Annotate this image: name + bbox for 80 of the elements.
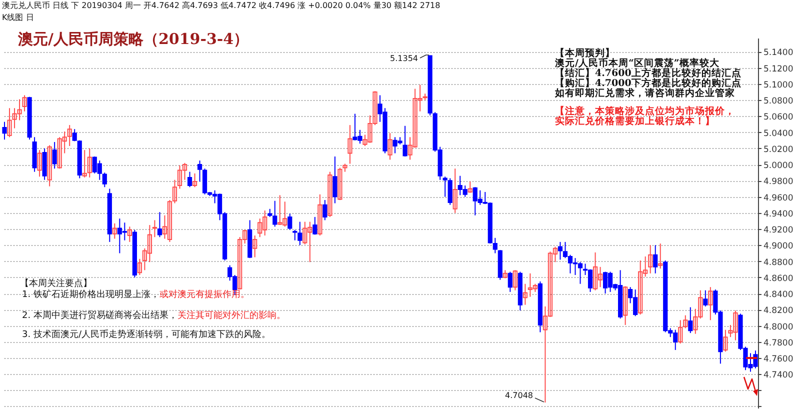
candlestick: [708, 286, 713, 321]
candlestick: [388, 132, 392, 160]
candlestick: [653, 244, 658, 274]
annotation: 3. 技术面澳元/人民币走势逐渐转弱，可能有加速下跌的风险。: [22, 330, 270, 340]
y-tick-label: 4.9000: [764, 242, 794, 252]
candlestick: [338, 167, 342, 201]
candlestick: [127, 226, 132, 242]
y-tick-label: 4.7800: [764, 338, 794, 348]
candlestick: [112, 222, 117, 240]
y-tick-label: 4.8800: [764, 258, 794, 268]
y-tick-label: 5.0200: [764, 144, 794, 155]
candlestick: [52, 141, 57, 170]
annotation: 【结汇】4.7600上方都是比较好的结汇点: [555, 68, 742, 79]
candlestick: [452, 168, 458, 214]
candlestick: [723, 329, 728, 352]
y-tick-label: 4.9400: [764, 209, 794, 220]
candlestick: [2, 121, 7, 140]
text: K线图 日: [2, 13, 34, 22]
y-tick-label: 5.0000: [764, 161, 794, 172]
y-tick-label: 5.1000: [764, 80, 794, 90]
y-tick-label: 4.8400: [764, 290, 794, 300]
candlestick: [508, 271, 512, 292]
y-tick-label: 5.0600: [764, 112, 794, 123]
candlestick: [678, 320, 683, 344]
candlestick: [192, 172, 198, 188]
candlestick: [82, 150, 87, 178]
candlestick: [402, 125, 408, 157]
candlestick: [37, 150, 42, 178]
candlestick: [318, 194, 322, 236]
candlestick: [42, 148, 47, 180]
annotation: 实际汇兑价格需要加上银行成本！】: [555, 116, 715, 127]
candlestick: [703, 290, 708, 307]
candlestick: [322, 200, 328, 221]
candlestick: [468, 180, 472, 194]
y-tick-label: 4.7600: [764, 354, 794, 365]
candlestick: [288, 213, 292, 230]
candlestick: [87, 148, 92, 178]
candlestick: [688, 306, 693, 334]
annotation: 澳元/人民币本周“区间震荡”概率较大: [555, 58, 720, 69]
text: 澳元兑人民币 日线 下 20190304 周一 开4.7642 高4.7693 低4.7472 收4.7496 涨 +0.0020 0.04% 量30 额142 2718: [2, 1, 440, 10]
y-tick-label: 4.9800: [764, 177, 794, 188]
chart-title: 澳元/人民币周策略（2019-3-4）: [18, 30, 249, 48]
candlestick: [648, 244, 653, 274]
annotation: 【注意，本策略涉及点位均为市场报价，: [555, 106, 735, 117]
annotation: 关注其可能对外汇的影响。: [177, 311, 286, 321]
candlestick: [22, 94, 27, 112]
annotation: 5.1354: [390, 54, 418, 63]
annotation: 【购汇】4.7000下方都是比较好的购汇点: [555, 78, 742, 89]
candlestick: [137, 258, 142, 276]
y-tick-label: 5.1200: [764, 64, 794, 74]
y-tick-label: 4.8200: [764, 306, 794, 316]
candlestick: [187, 171, 192, 188]
annotation: 或对澳元有提振作用。: [159, 290, 250, 300]
y-tick-label: 5.0400: [764, 128, 794, 139]
candlestick: [47, 144, 52, 187]
annotation: 4.7048: [505, 391, 533, 400]
candlestick: [328, 171, 332, 218]
y-tick-label: 4.7400: [764, 370, 794, 381]
y-tick-label: 4.8000: [764, 322, 794, 332]
y-tick-label: 4.9200: [764, 226, 794, 236]
candlestick: [332, 156, 338, 204]
y-tick-label: 4.8600: [764, 274, 794, 284]
y-tick-label: 5.1400: [764, 48, 794, 58]
candlestick: [522, 283, 528, 306]
candlestick: [683, 314, 688, 329]
candlestick: [492, 237, 498, 254]
annotation: 【本周预判】: [555, 48, 615, 59]
candlestick: [623, 286, 628, 326]
annotation: 1. 铁矿石近期价格出现明显上涨，: [22, 290, 160, 300]
annotation: 2. 本周中美进行贸易磋商将会出结果，: [22, 311, 178, 321]
candlestick: [512, 270, 518, 291]
y-tick-label: 4.9600: [764, 193, 794, 204]
annotation: 【本周关注要点】: [20, 279, 92, 289]
candlestick: [312, 216, 318, 236]
candlestick: [658, 243, 663, 270]
annotation: 如有即期汇兑需求，请咨询群内企业管家: [555, 88, 735, 99]
candlestick: [157, 212, 162, 238]
candlestick: [252, 234, 258, 258]
y-tick-label: 5.0800: [764, 96, 794, 107]
candlestick: [348, 124, 352, 164]
